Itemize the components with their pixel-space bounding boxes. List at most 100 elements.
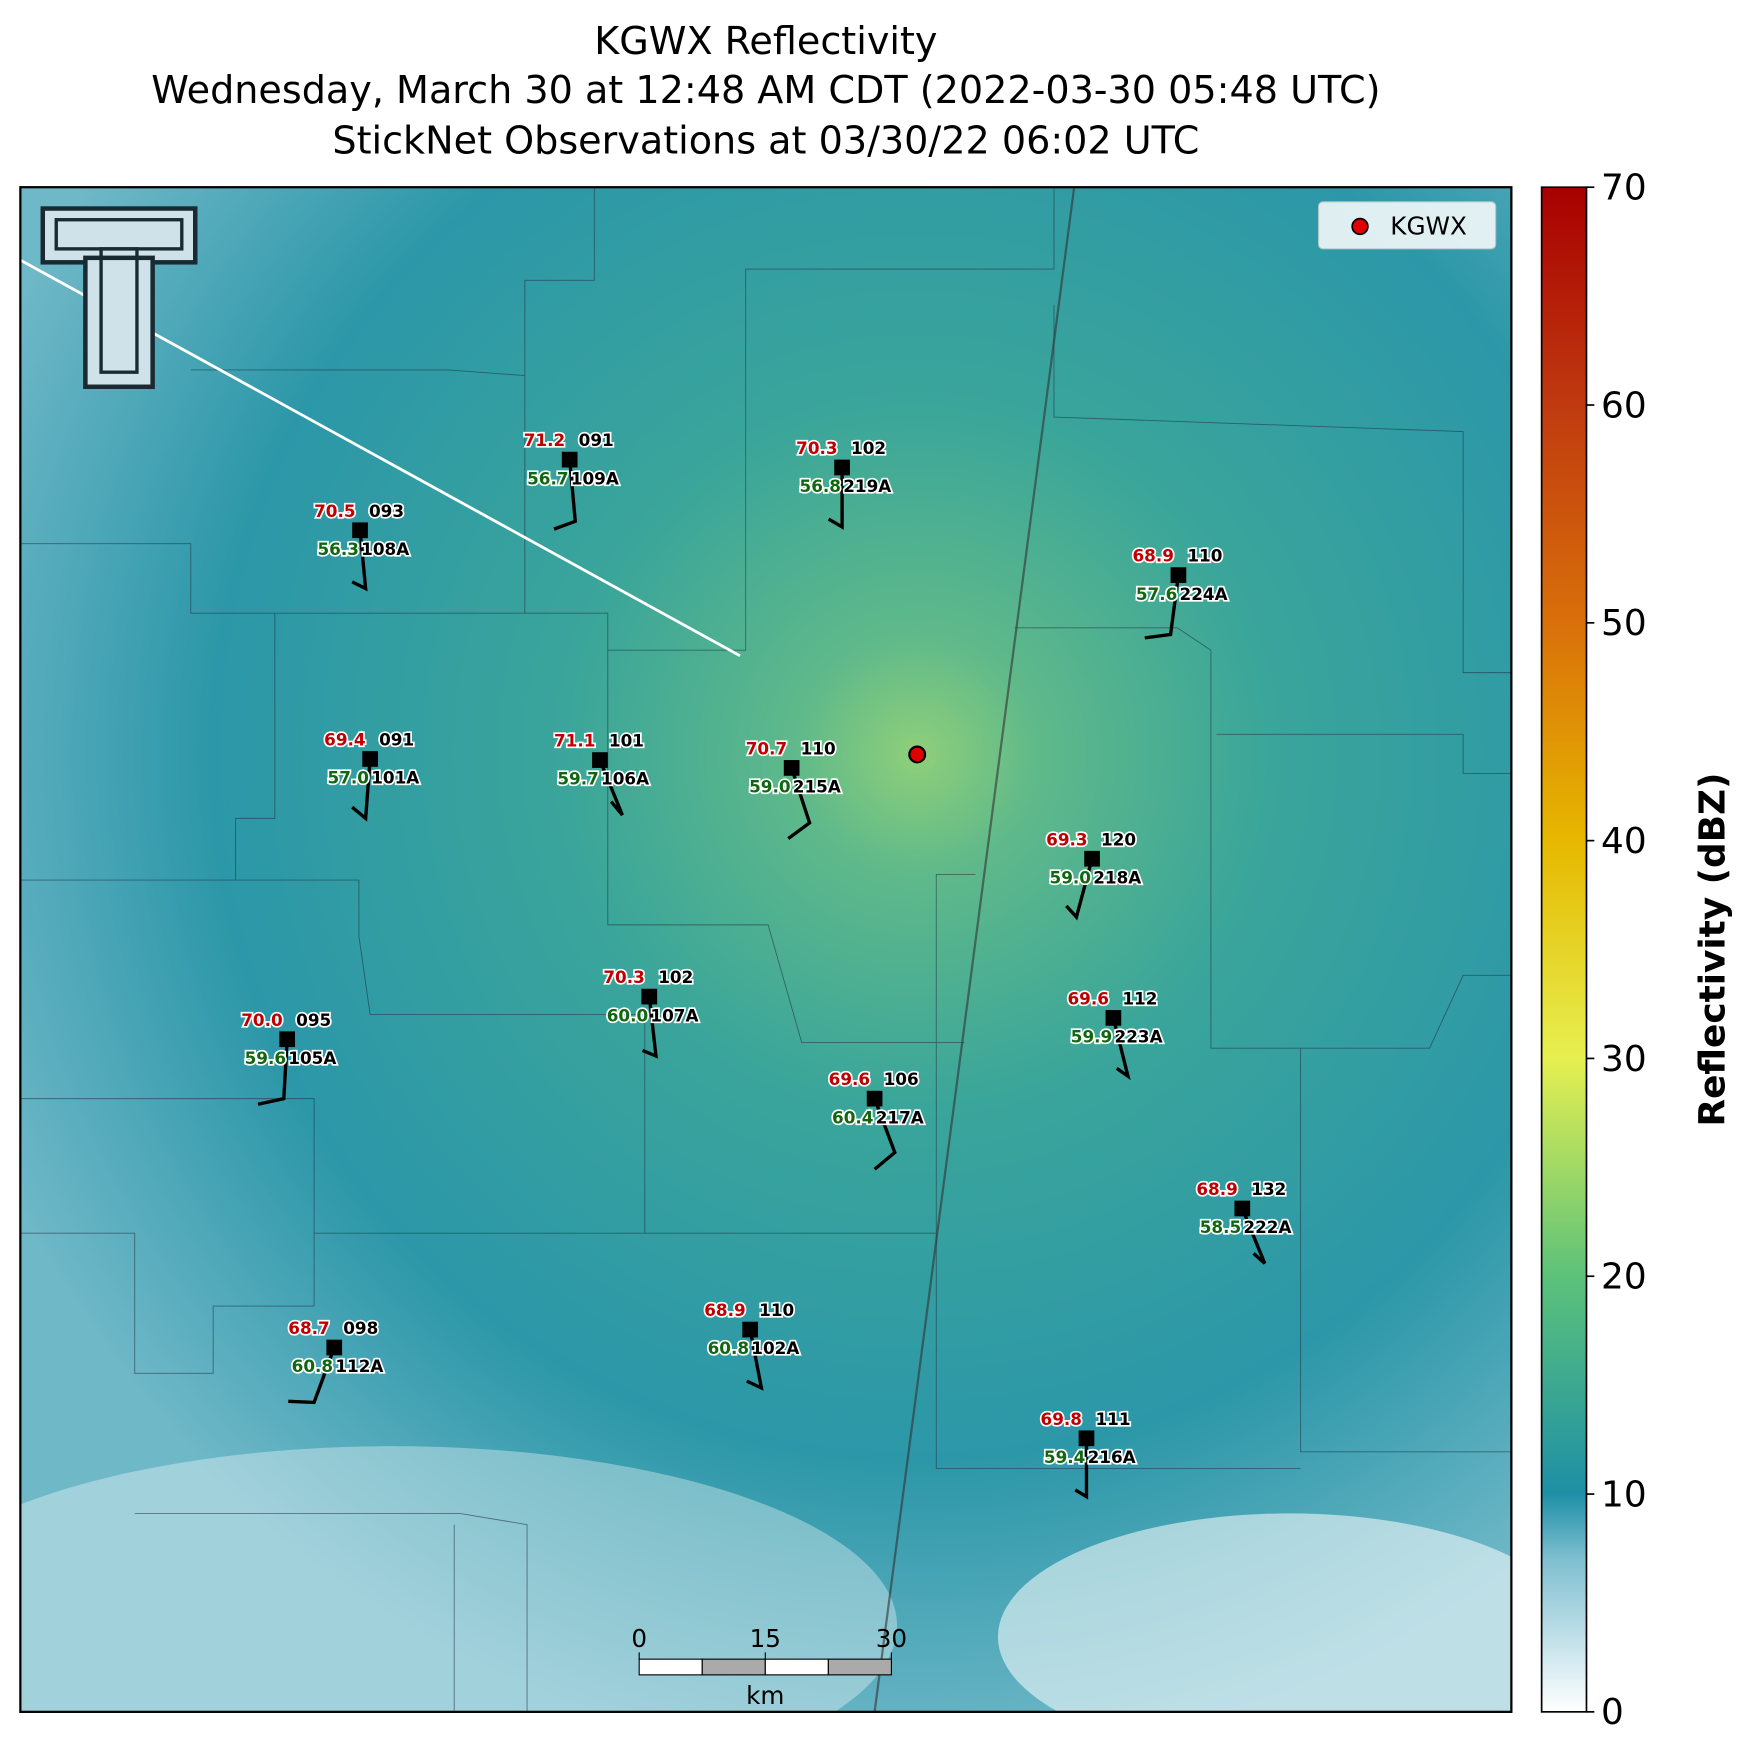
station: 69.6 106 60.4 217A: [827, 1068, 925, 1171]
station-marker: [326, 1339, 343, 1356]
radar-site: [908, 745, 927, 764]
wind-barb: [1065, 858, 1094, 921]
colorbar-label: Reflectivity (dBZ): [1692, 773, 1733, 1127]
temperature: 69.3: [1046, 829, 1087, 849]
temperature: 68.9: [1196, 1179, 1237, 1199]
temperature: 70.7: [746, 738, 787, 758]
colorbar-tick-label: 10: [1601, 1474, 1647, 1515]
dewpoint: 59.7: [557, 769, 598, 789]
dewpoint: 60.0: [607, 1005, 648, 1025]
station-code: 093: [369, 501, 404, 521]
station-code: 091: [379, 730, 414, 750]
temperature: 71.2: [524, 430, 565, 450]
clear-area: [20, 1446, 897, 1712]
station-id: 222A: [1243, 1217, 1291, 1237]
logo: [40, 206, 198, 390]
legend: KGWX: [1317, 201, 1497, 250]
dewpoint: 59.9: [1071, 1027, 1112, 1047]
station-code: 098: [343, 1318, 378, 1338]
station-marker: [641, 988, 658, 1005]
colorbar-tick-label: 20: [1601, 1257, 1647, 1298]
station-marker: [362, 751, 378, 767]
station-id: 224A: [1180, 584, 1228, 604]
station: 70.3 102 60.0 107A: [602, 965, 700, 1059]
station: 69.3 120 59.0 218A: [1044, 828, 1143, 921]
colorbar-tick-label: 50: [1601, 603, 1647, 644]
scale-segment: [764, 1658, 829, 1676]
station-marker: [352, 522, 368, 539]
station-id: 112A: [335, 1356, 383, 1376]
temperature: 70.5: [314, 501, 355, 521]
colorbar-tick-label: 0: [1601, 1692, 1624, 1733]
station-id: 106A: [601, 769, 649, 789]
station-id: 109A: [571, 468, 619, 488]
temperature: 69.6: [1067, 988, 1108, 1008]
station-marker: [834, 459, 850, 476]
wind-barb: [746, 1329, 764, 1391]
temperature: 69.4: [324, 730, 365, 750]
station-marker: [1234, 1200, 1251, 1217]
wind-barb: [257, 1039, 289, 1106]
temperature: 68.7: [288, 1318, 329, 1338]
station: 71.1 101 59.7 106A: [552, 729, 651, 817]
stations: 70.5 093 56.3 108A 71.2 091 56.7 109A 70.3 102 56.…: [240, 428, 1293, 1500]
colorbar-ticks: 0 10 20 30 40 50 60 70: [1586, 168, 1647, 1733]
dewpoint: 58.5: [1200, 1217, 1241, 1237]
station: 69.8 111 59.4 216A: [1039, 1407, 1137, 1500]
station-marker: [783, 760, 800, 776]
scale-unit: km: [746, 1681, 784, 1710]
station: 71.2 091 56.7 109A: [522, 428, 621, 531]
station-marker: [866, 1090, 883, 1107]
station: 68.9 132 58.5 222A: [1195, 1177, 1293, 1265]
station-marker: [1170, 567, 1187, 583]
scale-bar: 0 15 30 km: [631, 1624, 907, 1710]
dewpoint: 60.4: [832, 1107, 873, 1127]
station-code: 095: [296, 1010, 331, 1030]
wind-barb: [873, 1098, 897, 1171]
colorbar-tick-label: 70: [1601, 168, 1647, 209]
colorbar-tick-label: 30: [1601, 1039, 1647, 1080]
station-marker: [1105, 1010, 1122, 1026]
county-lines: [20, 187, 1512, 1712]
station-code: 132: [1251, 1179, 1286, 1199]
station-code: 120: [1101, 829, 1136, 849]
station: 68.9 110 57.6 224A: [1131, 544, 1229, 640]
dewpoint: 56.7: [527, 468, 568, 488]
station-id: 216A: [1088, 1447, 1136, 1467]
station-code: 110: [1187, 546, 1222, 566]
scale-label: 15: [750, 1624, 781, 1653]
wind-barb: [1111, 1017, 1131, 1081]
station-marker: [592, 752, 608, 768]
station: 69.4 091 57.0 101A: [323, 728, 421, 822]
station-code: 110: [759, 1300, 794, 1320]
station-id: 107A: [650, 1005, 698, 1025]
station-id: 108A: [361, 539, 409, 559]
wind-barb: [288, 1346, 336, 1405]
colorbar-tick-label: 60: [1601, 385, 1647, 426]
station: 69.6 112 59.9 223A: [1066, 987, 1164, 1081]
station-marker: [1084, 850, 1100, 867]
temperature: 68.9: [704, 1300, 745, 1320]
wind-barb: [598, 759, 624, 817]
colorbar-tick-label: 40: [1601, 821, 1647, 862]
radar-area: 70.5 093 56.3 108A 71.2 091 56.7 109A 70.3 102 56.…: [20, 187, 1512, 1712]
station-id: 218A: [1093, 867, 1141, 887]
station-marker: [561, 451, 578, 468]
station: 70.3 102 56.8 219A: [794, 436, 893, 530]
temperature: 69.8: [1041, 1409, 1082, 1429]
station-id: 102A: [751, 1338, 799, 1358]
station-marker: [279, 1031, 296, 1048]
wind-barb: [641, 996, 658, 1059]
subtitle: Wednesday, March 30 at 12:48 AM CDT (202…: [151, 68, 1380, 112]
station-marker: [1078, 1430, 1095, 1447]
station-code: 111: [1095, 1409, 1130, 1429]
dewpoint: 59.0: [749, 777, 790, 797]
station: 70.7 110 59.0 215A: [744, 737, 843, 840]
station-code: 106: [884, 1069, 919, 1089]
station: 70.5 093 56.3 108A: [312, 499, 411, 592]
radial-artifact: [873, 187, 1076, 1712]
reflectivity: [20, 187, 1512, 1712]
dewpoint: 57.6: [1136, 584, 1177, 604]
dewpoint: 59.6: [245, 1048, 286, 1068]
